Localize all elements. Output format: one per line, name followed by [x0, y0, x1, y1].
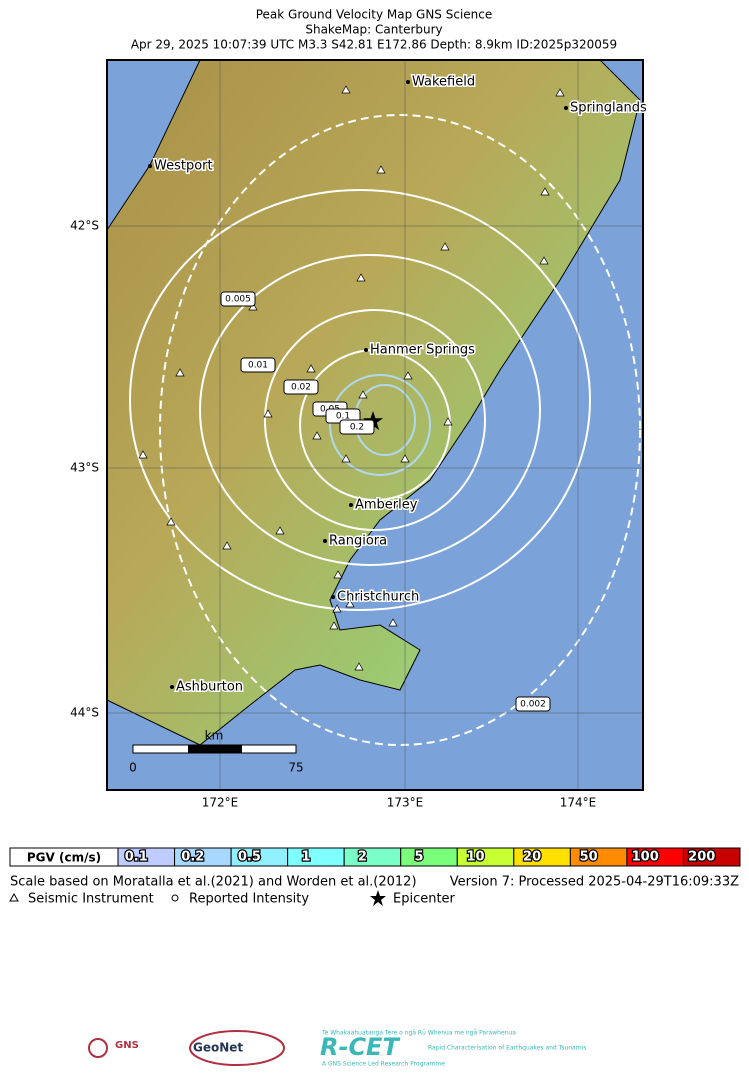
scale-unit: km — [205, 729, 224, 743]
rcet-maori: Te Whakaahuatanga Tere o ngā Rū Whenua m… — [321, 1030, 516, 1037]
city-label: Wakefield — [412, 75, 475, 90]
city-dot — [170, 685, 174, 689]
colorbar-value: 10 — [466, 850, 484, 865]
city-dot — [331, 595, 335, 599]
lon-label: 174°E — [560, 796, 597, 810]
lat-label: 42°S — [70, 219, 99, 233]
contour-label-box — [339, 419, 375, 435]
rcet-tagline: Rapid Characterisation of Earthquakes an… — [428, 1045, 586, 1052]
land — [106, 59, 641, 746]
city-dot — [349, 503, 353, 507]
city-dot — [323, 539, 327, 543]
contour-label: 0.1 — [336, 412, 350, 422]
colorbar-value: 1 — [301, 850, 310, 865]
legend-item: Seismic Instrument — [28, 892, 154, 907]
lon-label: 172°E — [202, 796, 239, 810]
colorbar-value: 0.1 — [125, 850, 148, 865]
cities: Wakefield Springlands Westport Hanmer Sprin… — [148, 73, 649, 696]
contour-label: 0.01 — [248, 361, 268, 371]
city-label: Springlands — [570, 101, 647, 116]
version: Version 7: Processed 2025-04-29T16:09:33… — [450, 875, 739, 890]
colorbar-value: 100 — [632, 850, 659, 865]
title: Peak Ground Velocity Map GNS Science — [256, 8, 493, 22]
city-label: Ashburton — [176, 680, 243, 695]
contour-label: 0.2 — [350, 423, 364, 433]
contour-label-box — [515, 696, 551, 712]
scale-bar: km 0 75 — [129, 729, 303, 775]
city-dot — [148, 164, 152, 168]
colorbar-value: 0.5 — [238, 850, 261, 865]
lat-label: 43°S — [70, 461, 99, 475]
rcet-footer: A GNS Science Led Research Programme — [322, 1061, 445, 1068]
scale-end: 75 — [288, 761, 303, 775]
colorbar-label: PGV (cm/s) — [27, 851, 101, 865]
colorbar-value: 2 — [358, 850, 367, 865]
contour-label: 0.002 — [520, 700, 546, 710]
rcet-logo: R-CET — [320, 1033, 400, 1061]
legend-item: Reported Intensity — [189, 892, 309, 907]
colorbar-value: 0.2 — [181, 850, 204, 865]
map-frame — [106, 59, 644, 791]
contours — [129, 114, 641, 746]
event-info: Apr 29, 2025 10:07:39 UTC M3.3 S42.81 E1… — [131, 38, 617, 52]
legend-item: Epicenter — [393, 892, 456, 907]
city-dot — [406, 80, 410, 84]
colorbar-cell — [343, 847, 402, 867]
colorbar-value: 5 — [414, 850, 423, 865]
logos: GNS GeoNet Te Whakaahuatanga Tere o ngā … — [88, 1030, 586, 1068]
colorbar-value: 200 — [688, 850, 715, 865]
colorbar-cell — [400, 847, 458, 867]
contour-label: 0.005 — [225, 295, 251, 305]
legend-star — [370, 890, 386, 906]
contour-label-box — [240, 357, 276, 373]
colorbar-value: 20 — [523, 850, 541, 865]
colorbar-value: 50 — [580, 850, 598, 865]
city-dot — [364, 348, 368, 352]
city-label: Rangiora — [329, 534, 387, 549]
geonet-logo: GeoNet — [193, 1041, 243, 1055]
lat-label: 44°S — [70, 706, 99, 720]
contour-label-box — [220, 291, 256, 307]
city-label: Christchurch — [337, 590, 419, 605]
lon-label: 173°E — [387, 796, 424, 810]
contour-label: 0.02 — [291, 383, 311, 393]
colorbar-cell — [287, 847, 345, 867]
graticule — [107, 60, 643, 790]
contour-label-box — [283, 379, 319, 395]
scale-start: 0 — [129, 761, 137, 775]
gns-logo: GNS — [115, 1040, 139, 1051]
colorbar-cell — [682, 847, 741, 867]
legend-circle — [171, 894, 179, 902]
stations — [138, 85, 565, 671]
legend-triangle — [9, 892, 19, 902]
subtitle: ShakeMap: Canterbury — [305, 23, 442, 37]
city-label: Westport — [154, 159, 213, 174]
colorbar: PGV (cm/s) 0.1 0.2 0.5 1 2 5 10 20 50 100 200 — [9, 847, 741, 867]
city-label: Amberley — [355, 498, 418, 513]
city-label: Hanmer Springs — [370, 343, 475, 358]
city-dot — [564, 106, 568, 110]
scale-note: Scale based on Moratalla et al.(2021) an… — [10, 875, 417, 890]
map — [106, 59, 644, 791]
